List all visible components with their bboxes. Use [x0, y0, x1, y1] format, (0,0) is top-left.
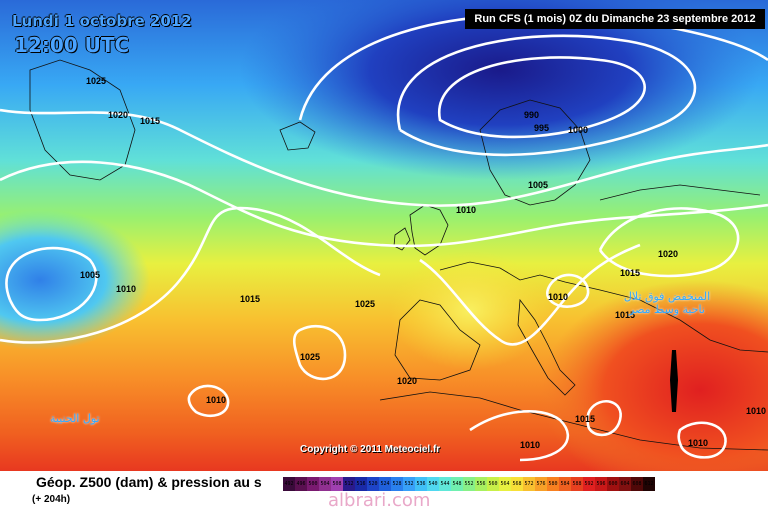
low-pressure-west [0, 210, 150, 350]
color-scale: 492 496 500 504 508 512 516 520 524 528 532 536 540 5… [283, 477, 655, 491]
isobar-label: 1015 [575, 414, 595, 424]
scale-swatch: 568 [511, 477, 523, 491]
isobar-label: 1025 [355, 299, 375, 309]
arabic-label-east: المنخفض فوق تلال ناحية وسط مصر [623, 290, 711, 316]
map-title: Géop. Z500 (dam) & pression au s [36, 474, 262, 490]
scale-swatch: 524 [379, 477, 391, 491]
isobar-labels: 1025 1020 1015 1005 1010 1015 1025 1025 1010 1020… [80, 76, 766, 450]
nile-marker [670, 350, 678, 412]
scale-swatch: 504 [319, 477, 331, 491]
isobar-label: 1020 [108, 110, 128, 120]
scale-swatch: 564 [499, 477, 511, 491]
scale-swatch: 580 [547, 477, 559, 491]
scale-swatch: 592 [583, 477, 595, 491]
isobar-label: 1010 [520, 440, 540, 450]
scale-swatch: 544 [439, 477, 451, 491]
isobar-label: 1000 [568, 125, 588, 135]
watermark: albrari.com [328, 490, 431, 511]
scale-swatch: 584 [559, 477, 571, 491]
forecast-time: 12:00 UTC [14, 33, 130, 57]
scale-swatch: 596 [595, 477, 607, 491]
scale-swatch: 520 [367, 477, 379, 491]
geopotential-map-canvas: 1025 1020 1015 1005 1010 1015 1025 1025 1010 1020… [0, 0, 768, 471]
scale-swatch: 536 [415, 477, 427, 491]
isobar-label: 1025 [300, 352, 320, 362]
isobar-label: 1010 [688, 438, 708, 448]
isobar-label: 1010 [746, 406, 766, 416]
scale-swatch: 512 [343, 477, 355, 491]
isobar-label: 1020 [397, 376, 417, 386]
forecast-date: Lundi 1 octobre 2012 [12, 12, 192, 30]
scale-swatch: 532 [403, 477, 415, 491]
isobar-label: 1020 [658, 249, 678, 259]
forecast-lead-time: (+ 204h) [32, 494, 71, 505]
scale-swatch: 600 [607, 477, 619, 491]
scale-swatch: 500 [307, 477, 319, 491]
scale-swatch: 608 [631, 477, 643, 491]
arabic-label-west: تول الحنيبة [50, 412, 100, 425]
isobar-label: 1015 [620, 268, 640, 278]
isobar-label: 995 [534, 123, 549, 133]
isobar-label: 990 [524, 110, 539, 120]
scale-swatch: 540 [427, 477, 439, 491]
copyright-notice: Copyright © 2011 Meteociel.fr [300, 444, 441, 455]
isobar-label: 1025 [86, 76, 106, 86]
scale-swatch: 528 [391, 477, 403, 491]
isobar-label: 1010 [456, 205, 476, 215]
scale-swatch: 496 [295, 477, 307, 491]
scale-swatch: 588 [571, 477, 583, 491]
isobar-label: 1010 [116, 284, 136, 294]
scale-swatch: 552 [463, 477, 475, 491]
scale-swatch: 548 [451, 477, 463, 491]
isobars [0, 13, 768, 462]
scale-swatch: 508 [331, 477, 343, 491]
isobar-label: 1015 [615, 310, 635, 320]
scale-swatch: 516 [355, 477, 367, 491]
scale-swatch: 492 [283, 477, 295, 491]
scale-swatch: 572 [523, 477, 535, 491]
scale-swatch: 604 [619, 477, 631, 491]
isobar-label: 1005 [80, 270, 100, 280]
run-info: Run CFS (1 mois) 0Z du Dimanche 23 septe… [465, 9, 765, 29]
isobar-label: 1010 [206, 395, 226, 405]
isobar-label: 1015 [140, 116, 160, 126]
isobar-label: 1005 [528, 180, 548, 190]
scale-swatch: 560 [487, 477, 499, 491]
scale-swatch: 556 [475, 477, 487, 491]
isobar-label: 1010 [548, 292, 568, 302]
scale-swatch: 576 [535, 477, 547, 491]
scale-swatch: 612 [643, 477, 655, 491]
isobar-label: 1015 [240, 294, 260, 304]
